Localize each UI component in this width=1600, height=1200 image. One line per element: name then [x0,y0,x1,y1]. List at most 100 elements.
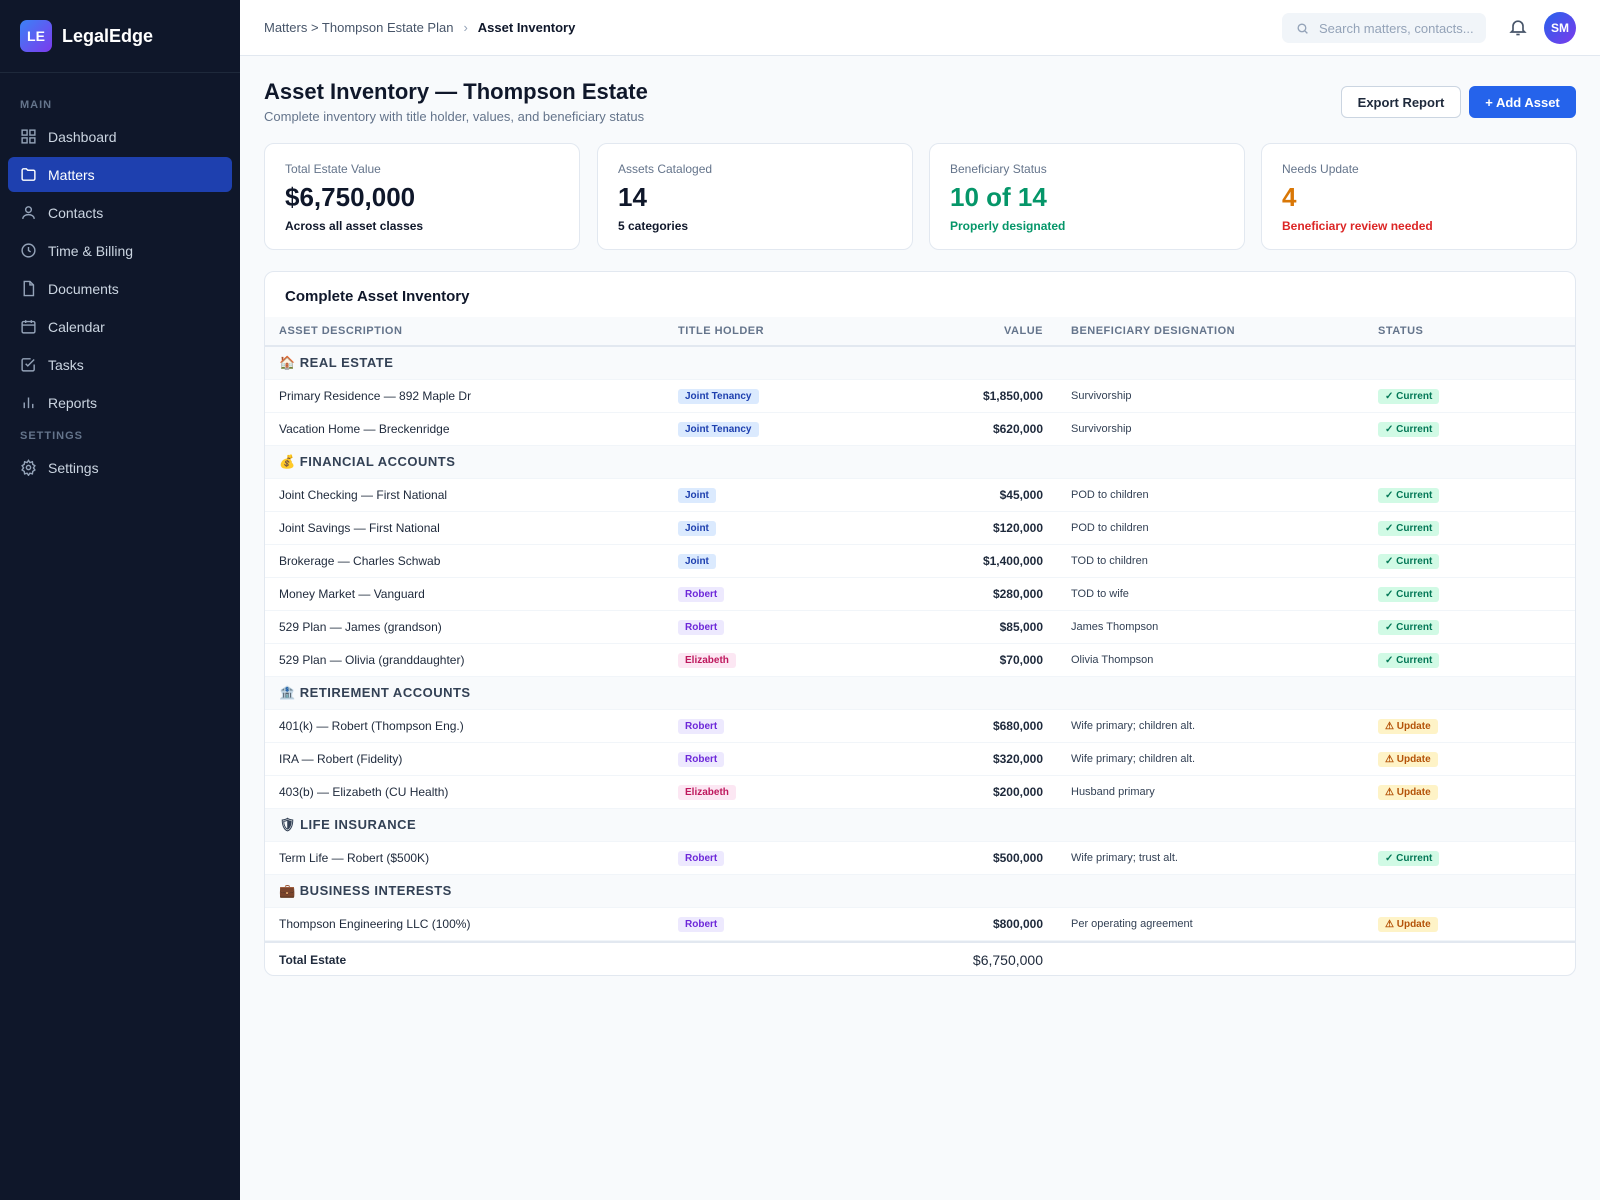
category-row: 🏦 RETIREMENT ACCOUNTS [265,677,1575,710]
checkbox-icon [21,358,35,372]
status-cell: ✓ Current [1378,619,1575,635]
status-cell: ✓ Current [1378,421,1575,437]
stat-label: Beneficiary Status [950,162,1047,176]
status-cell: ✓ Current [1378,850,1575,866]
nav-section-main: MAIN [20,99,53,111]
title-holder-cell: Joint Tenancy [678,421,878,437]
table-row[interactable]: Joint Checking — First National Joint $45,… [265,479,1575,512]
category-row: 🛡 LIFE INSURANCE [265,809,1575,842]
page-title: Asset Inventory — Thompson Estate [264,79,648,104]
status-badge: ✓ Current [1378,620,1440,635]
beneficiary-designation: Survivorship [1071,423,1132,435]
title-holder-cell: Robert [678,850,878,866]
asset-description: Thompson Engineering LLC (100%) [279,917,471,931]
asset-value: $320,000 [992,752,1043,766]
status-badge: ✓ Current [1378,554,1440,569]
status-badge: ✓ Current [1378,389,1440,404]
status-badge: ✓ Current [1378,653,1440,668]
status-cell: ⚠ Update [1378,916,1575,932]
stat-value: $6,750,000 [285,182,416,212]
sidebar-item-documents[interactable]: Documents [8,271,232,306]
table-row[interactable]: Brokerage — Charles Schwab Joint $1,400,00… [265,545,1575,578]
gear-icon [21,459,36,476]
table-row[interactable]: Primary Residence — 892 Maple Dr Joint Te… [265,380,1575,413]
stat-note: Across all asset classes [285,219,424,233]
table-row[interactable]: 529 Plan — James (grandson) Robert $85,000… [265,611,1575,644]
stat-card-beneficiary-status: Beneficiary Status 10 of 14 Properly des… [929,143,1245,250]
status-cell: ✓ Current [1378,586,1575,602]
category-label: 🏠 REAL ESTATE [279,355,394,370]
asset-value: $200,000 [992,785,1043,799]
beneficiary-designation: Per operating agreement [1071,918,1193,930]
column-header-beneficiary[interactable]: BENEFICIARY DESIGNATION [1071,325,1236,337]
status-cell: ⚠ Update [1378,751,1575,767]
document-icon [23,280,35,297]
sidebar-item-label: Documents [48,280,119,297]
title-holder-cell: Robert [678,619,878,635]
status-badge: ✓ Current [1378,521,1440,536]
column-header-value[interactable]: VALUE [1004,325,1043,337]
title-holder-cell: Robert [678,916,878,932]
beneficiary-designation: POD to children [1071,522,1149,534]
page-header: Asset Inventory — Thompson Estate Comple… [264,79,648,124]
status-cell: ✓ Current [1378,487,1575,503]
table-row[interactable]: 529 Plan — Olivia (granddaughter) Elizabe… [265,644,1575,677]
avatar[interactable]: SM [1544,12,1576,44]
bell-icon[interactable] [1508,17,1528,37]
asset-value: $1,400,000 [982,554,1043,568]
sidebar: LE LegalEdge MAIN Dashboard Matters Cont… [0,0,240,1200]
panel-title: Complete Asset Inventory [285,288,470,305]
table-row[interactable]: Joint Savings — First National Joint $120,… [265,512,1575,545]
brand-name: LegalEdge [62,25,154,46]
status-badge: ✓ Current [1378,488,1440,503]
category-label: 💼 BUSINESS INTERESTS [279,883,452,898]
clock-icon [21,243,36,258]
asset-inventory-panel: Complete Asset Inventory ASSET DESCRIPTI… [264,271,1576,976]
table-row[interactable]: 401(k) — Robert (Thompson Eng.) Robert $68… [265,710,1575,743]
category-label: 🛡 LIFE INSURANCE [279,817,417,832]
column-header-description[interactable]: ASSET DESCRIPTION [279,325,403,337]
asset-description: Primary Residence — 892 Maple Dr [279,389,472,403]
sidebar-item-calendar[interactable]: Calendar [8,309,232,344]
title-holder-cell: Robert [678,751,878,767]
beneficiary-designation: James Thompson [1071,621,1159,633]
table-row[interactable]: Vacation Home — Breckenridge Joint Tenanc… [265,413,1575,446]
category-label: 💰 FINANCIAL ACCOUNTS [279,454,456,469]
sidebar-item-label: Dashboard [48,128,117,145]
table-row[interactable]: IRA — Robert (Fidelity) Robert $320,000 Wif… [265,743,1575,776]
sidebar-item-dashboard[interactable]: Dashboard [8,119,232,154]
title-holder-cell: Joint [678,553,878,569]
asset-value: $280,000 [992,587,1043,601]
title-holder-badge: Robert [678,752,725,767]
sidebar-item-contacts[interactable]: Contacts [8,195,232,230]
status-badge: ✓ Current [1378,422,1440,437]
title-holder-cell: Robert [678,718,878,734]
sidebar-item-matters[interactable]: Matters [8,157,232,192]
title-holder-cell: Robert [678,586,878,602]
sidebar-item-label: Calendar [48,318,105,335]
table-row[interactable]: Money Market — Vanguard Robert $280,000 TOD… [265,578,1575,611]
column-header-status[interactable]: STATUS [1378,325,1424,337]
sidebar-item-settings[interactable]: Settings [8,450,232,485]
sidebar-item-tasks[interactable]: Tasks [8,347,232,382]
status-badge: ⚠ Update [1378,752,1438,767]
export-report-button[interactable]: Export Report [1341,86,1461,118]
sidebar-item-reports[interactable]: Reports [8,385,232,420]
brand-logo: LE [20,20,52,52]
sidebar-item-label: Tasks [48,356,84,373]
beneficiary-designation: TOD to wife [1071,588,1129,600]
brand[interactable]: LE LegalEdge [0,0,240,73]
search-input[interactable]: Search matters, contacts... [1282,13,1486,43]
sidebar-item-label: Time & Billing [48,242,134,259]
total-label: Total Estate [279,952,347,967]
sidebar-item-time-billing[interactable]: Time & Billing [8,233,232,268]
table-row[interactable]: 403(b) — Elizabeth (CU Health) Elizabeth $… [265,776,1575,809]
add-asset-button[interactable]: + Add Asset [1469,86,1576,118]
column-header-title-holder[interactable]: TITLE HOLDER [678,325,765,337]
search-placeholder: Search matters, contacts... [1319,20,1474,36]
table-row[interactable]: Term Life — Robert ($500K) Robert $500,000… [265,842,1575,875]
beneficiary-designation: Wife primary; children alt. [1071,720,1196,732]
asset-value: $45,000 [999,488,1043,502]
table-row[interactable]: Thompson Engineering LLC (100%) Robert $80… [265,908,1575,941]
breadcrumb-parent[interactable]: Matters > Thompson Estate Plan [264,20,454,35]
